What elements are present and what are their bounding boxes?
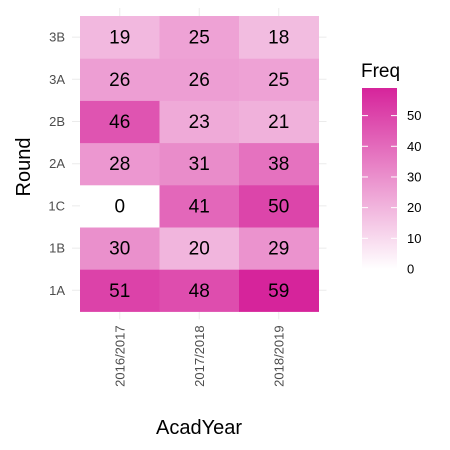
heatmap-cell: [239, 227, 319, 270]
cell-value-label: 20: [189, 239, 210, 260]
x-tick-label: 2018/2019: [271, 325, 286, 386]
color-legend: Freq 0 10 20 30 40 50: [361, 61, 421, 277]
y-tick-label: 3A: [49, 72, 65, 87]
cell-value-label: 46: [109, 112, 130, 133]
heatmap-cell: [80, 100, 160, 144]
cell-value-label: 28: [109, 154, 130, 175]
cell-value-label: 0: [114, 196, 125, 217]
cell-value-label: 31: [189, 154, 210, 175]
heatmap-cell: [159, 100, 240, 144]
heatmap-cell: [80, 58, 160, 101]
cell-value-label: 23: [189, 112, 210, 133]
cell-value-label: 59: [268, 281, 289, 302]
cell-value-labels: 51 48 59 30 20 29 0 41 50 28 31 38 46 23 21 26 26 25 19 25 1…: [109, 28, 289, 302]
legend-ticks: 0 10 20 30 40 50: [362, 108, 421, 277]
legend-tick-label: 50: [407, 108, 421, 123]
heatmap-cell: [239, 16, 319, 59]
cell-value-label: 25: [189, 28, 210, 49]
legend-tick-label: 40: [407, 139, 421, 154]
heatmap-cell: [159, 142, 240, 186]
heatmap-cell: [239, 100, 319, 144]
heatmap-cell: [159, 16, 240, 59]
heatmap-cell: [80, 184, 160, 228]
cell-value-label: 48: [189, 281, 210, 302]
cell-value-label: 50: [268, 196, 289, 217]
y-tick-label: 3B: [49, 30, 65, 45]
cell-value-label: 19: [109, 28, 130, 49]
y-tick-label: 1C: [48, 198, 65, 213]
cell-value-label: 25: [268, 70, 289, 91]
heatmap-cells: [80, 16, 319, 312]
y-axis-ticks: 1A 1B 1C 2A 2B 3A 3B: [48, 30, 65, 298]
x-tick-label: 2016/2017: [112, 325, 127, 386]
heatmap-cell: [159, 227, 240, 270]
heatmap-cell: [239, 269, 319, 312]
cell-value-label: 41: [189, 196, 210, 217]
heatmap-cell: [239, 58, 319, 101]
heatmap-cell: [80, 16, 160, 59]
x-tick-label: 2017/2018: [192, 325, 207, 386]
y-tick-label: 2B: [49, 114, 65, 129]
x-axis-ticks: 2016/2017 2017/2018 2018/2019: [112, 325, 286, 386]
legend-title: Freq: [361, 61, 400, 82]
legend-tick-label: 10: [407, 231, 421, 246]
y-axis-title: Round: [13, 138, 35, 197]
cell-value-label: 38: [268, 154, 289, 175]
y-tick-label: 2A: [49, 156, 65, 171]
cell-value-label: 26: [189, 70, 210, 91]
legend-tick-label: 20: [407, 200, 421, 215]
cell-value-label: 21: [268, 112, 289, 133]
cell-value-label: 18: [268, 28, 289, 49]
heatmap-cell: [239, 184, 319, 228]
heatmap-cell: [159, 184, 240, 228]
x-axis-title: AcadYear: [156, 417, 242, 439]
y-tick-label: 1A: [49, 283, 65, 298]
legend-tick-label: 30: [407, 169, 421, 184]
heatmap-cell: [159, 269, 240, 312]
heatmap-cell: [80, 269, 160, 312]
cell-value-label: 29: [268, 239, 289, 260]
heatmap-cell: [159, 58, 240, 101]
heatmap-cell: [239, 142, 319, 186]
legend-color-bar: [362, 88, 397, 269]
heatmap-cell: [80, 227, 160, 270]
heatmap-cell: [80, 142, 160, 186]
cell-value-label: 30: [109, 239, 130, 260]
cell-value-label: 51: [109, 281, 130, 302]
legend-tick-label: 0: [407, 262, 414, 277]
cell-value-label: 26: [109, 70, 130, 91]
y-tick-label: 1B: [49, 241, 65, 256]
